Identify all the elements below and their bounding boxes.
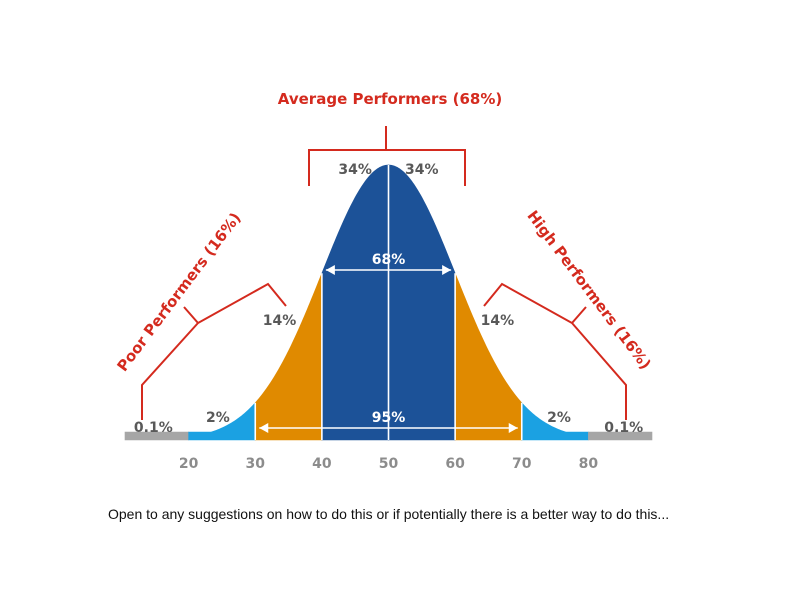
span-arrow-right-68% [442,265,452,275]
x-tick-40: 40 [312,456,332,472]
span-label-95%: 95% [372,410,406,426]
poor-performers-label: Poor Performers (16%) [113,209,244,375]
curve-areas [124,164,653,441]
percent-labels: 0.1% 2% 14% 34% 34% 14% 2% 0.1% [134,162,643,436]
pct-label-right-1sd: 14% [481,313,515,329]
span-arrow-right-95% [508,423,518,433]
high-performers-label: High Performers (16%) [523,207,654,373]
area-right-2sd [521,401,589,441]
x-tick-70: 70 [512,456,532,472]
area-left-2sd [188,401,256,441]
caption-text: Open to any suggestions on how to do thi… [108,506,670,522]
pct-label-right-tail: 0.1% [604,420,643,436]
area-center-left [321,164,389,441]
poor-bracket [141,282,287,420]
average-bracket [308,126,466,186]
pct-label-left-1sd: 14% [263,313,297,329]
pct-label-left-2sd: 2% [206,410,230,426]
area-right-tail [588,431,653,441]
high-bracket [483,282,627,420]
span-arrow-left-68% [325,265,335,275]
span-arrow-left-95% [259,423,269,433]
area-left-1sd [254,273,323,441]
pct-label-center-right: 34% [405,162,439,178]
x-tick-20: 20 [179,456,199,472]
x-tick-50: 50 [379,456,399,472]
pct-label-right-2sd: 2% [547,410,571,426]
average-performers-label: Average Performers (68%) [278,90,502,108]
guide-lines: 68% 95% [254,165,523,440]
area-right-1sd [454,273,523,441]
pct-label-left-tail: 0.1% [134,420,173,436]
x-tick-60: 60 [445,456,465,472]
pct-label-center-left: 34% [338,162,372,178]
x-tick-labels: 20 30 40 50 60 70 80 [179,456,598,472]
area-center-right [388,164,456,441]
span-label-68%: 68% [372,252,406,268]
x-tick-80: 80 [579,456,599,472]
x-tick-30: 30 [246,456,266,472]
